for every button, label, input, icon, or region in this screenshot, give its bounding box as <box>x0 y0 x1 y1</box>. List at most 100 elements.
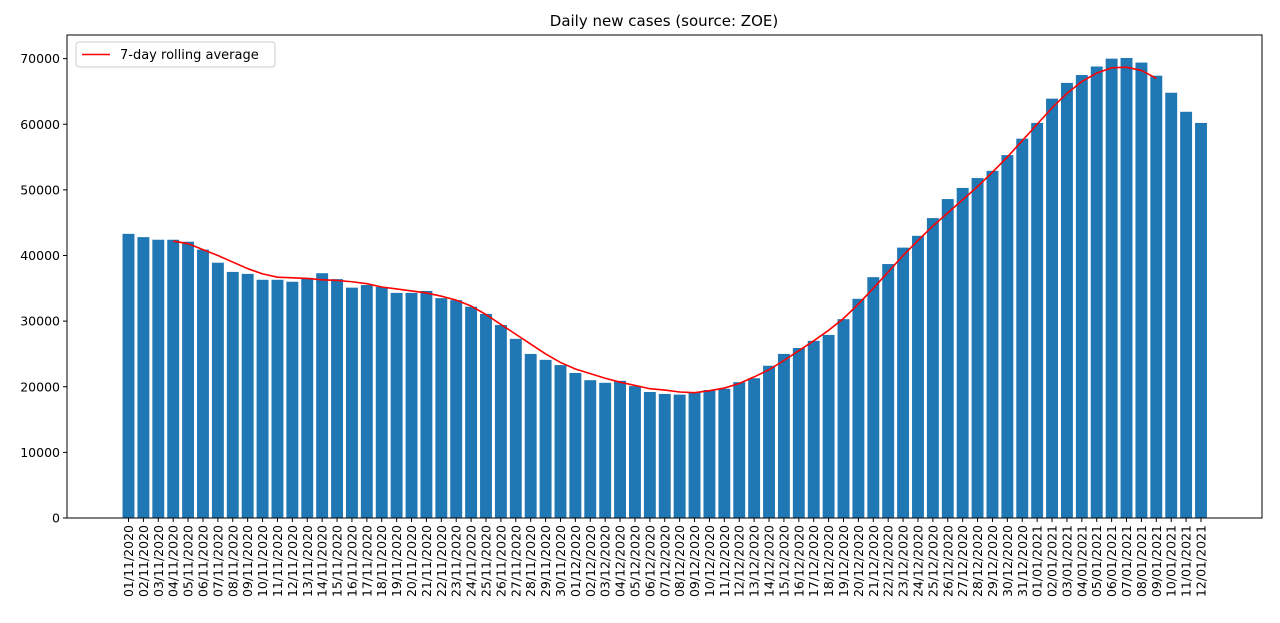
x-tick-label: 04/11/2020 <box>166 525 181 597</box>
bar <box>1016 138 1029 518</box>
x-tick-label: 09/12/2020 <box>687 525 702 597</box>
x-tick-label: 08/12/2020 <box>672 525 687 597</box>
bar <box>539 359 552 518</box>
bar <box>956 187 969 518</box>
bar <box>882 264 895 518</box>
x-tick-label: 26/11/2020 <box>493 525 508 597</box>
bar <box>807 340 820 518</box>
bar <box>599 382 612 518</box>
x-tick-label: 13/12/2020 <box>747 525 762 597</box>
bar <box>360 285 373 518</box>
bar <box>1090 66 1103 518</box>
bar <box>256 279 269 518</box>
bar <box>852 298 865 518</box>
bar <box>777 353 790 518</box>
x-tick-label: 23/11/2020 <box>449 525 464 597</box>
x-tick-label: 16/12/2020 <box>791 525 806 597</box>
x-tick-label: 25/11/2020 <box>479 525 494 597</box>
bar <box>375 287 388 518</box>
x-tick-label: 05/01/2021 <box>1089 525 1104 597</box>
x-tick-label: 06/01/2021 <box>1104 525 1119 597</box>
bar <box>1031 122 1044 518</box>
x-tick-label: 03/11/2020 <box>151 525 166 597</box>
x-tick-label: 22/11/2020 <box>434 525 449 597</box>
x-tick-label: 20/11/2020 <box>404 525 419 597</box>
x-tick-label: 19/11/2020 <box>389 525 404 597</box>
bar <box>926 218 939 518</box>
x-tick-label: 27/12/2020 <box>955 525 970 597</box>
x-tick-label: 07/01/2021 <box>1119 525 1134 597</box>
x-tick-label: 04/12/2020 <box>613 525 628 597</box>
rolling-average-line <box>173 66 1157 394</box>
bar <box>167 239 180 518</box>
bar <box>331 279 343 518</box>
x-tick-label: 06/12/2020 <box>642 525 657 597</box>
bar <box>241 273 254 518</box>
x-tick-label: 01/11/2020 <box>121 525 136 597</box>
legend-label: 7-day rolling average <box>120 48 259 63</box>
x-tick-label: 17/12/2020 <box>806 525 821 597</box>
x-tick-label: 28/11/2020 <box>523 525 538 597</box>
bar <box>792 348 805 518</box>
x-tick-label: 11/01/2021 <box>1179 525 1194 597</box>
x-tick-label: 06/11/2020 <box>195 525 210 597</box>
x-tick-label: 09/11/2020 <box>240 525 255 597</box>
bar <box>748 378 761 518</box>
bar <box>1105 58 1118 518</box>
bar <box>941 199 954 518</box>
bar <box>1075 75 1088 518</box>
bar <box>122 233 135 518</box>
x-tick-label: 08/11/2020 <box>225 525 240 597</box>
bar <box>1001 155 1014 518</box>
x-tick-label: 18/11/2020 <box>374 525 389 597</box>
x-tick-label: 17/11/2020 <box>359 525 374 597</box>
x-tick-label: 10/01/2021 <box>1164 525 1179 597</box>
bar <box>509 338 522 518</box>
bar <box>435 298 448 518</box>
x-tick-label: 28/12/2020 <box>970 525 985 597</box>
bar <box>271 279 284 518</box>
bar <box>197 249 209 518</box>
bar <box>524 353 537 518</box>
bar <box>465 306 478 518</box>
y-tick-label: 50000 <box>20 182 60 197</box>
bar <box>1150 75 1163 518</box>
x-tick-label: 26/12/2020 <box>940 525 955 597</box>
x-tick-label: 03/12/2020 <box>598 525 613 597</box>
y-tick-label: 60000 <box>20 117 60 132</box>
x-tick-label: 25/12/2020 <box>925 525 940 597</box>
x-tick-label: 18/12/2020 <box>821 525 836 597</box>
x-tick-label: 24/12/2020 <box>910 525 925 597</box>
x-tick-label: 27/11/2020 <box>508 525 523 597</box>
bar <box>614 380 627 518</box>
x-tick-label: 30/12/2020 <box>1000 525 1015 597</box>
x-tick-label: 24/11/2020 <box>464 525 479 597</box>
plot-frame <box>66 34 1263 519</box>
x-tick-label: 02/12/2020 <box>583 525 598 597</box>
x-tick-label: 10/11/2020 <box>255 525 270 597</box>
chart-title: Daily new cases (source: ZOE) <box>550 12 778 30</box>
x-tick-label: 01/12/2020 <box>568 525 583 597</box>
x-tick-label: 31/12/2020 <box>1015 525 1030 597</box>
bar <box>569 372 582 518</box>
bar <box>703 390 716 518</box>
bar <box>658 393 671 518</box>
x-tick-label: 14/12/2020 <box>762 525 777 597</box>
legend-box <box>75 41 276 68</box>
bar <box>867 277 880 518</box>
bar <box>1120 57 1133 518</box>
x-tick-label: 03/01/2021 <box>1059 525 1074 597</box>
bar <box>763 365 775 518</box>
y-tick-label: 0 <box>52 511 60 526</box>
x-tick-label: 22/12/2020 <box>881 525 896 597</box>
y-tick-label: 20000 <box>20 379 60 394</box>
x-tick-label: 07/11/2020 <box>210 525 225 597</box>
bar <box>1165 92 1178 518</box>
x-tick-label: 14/11/2020 <box>315 525 330 597</box>
bar <box>554 365 567 518</box>
bar <box>316 273 329 518</box>
x-tick-label: 05/11/2020 <box>181 525 196 597</box>
bar <box>718 388 731 518</box>
y-tick-label: 70000 <box>20 51 60 66</box>
x-tick-label: 21/11/2020 <box>419 525 434 597</box>
